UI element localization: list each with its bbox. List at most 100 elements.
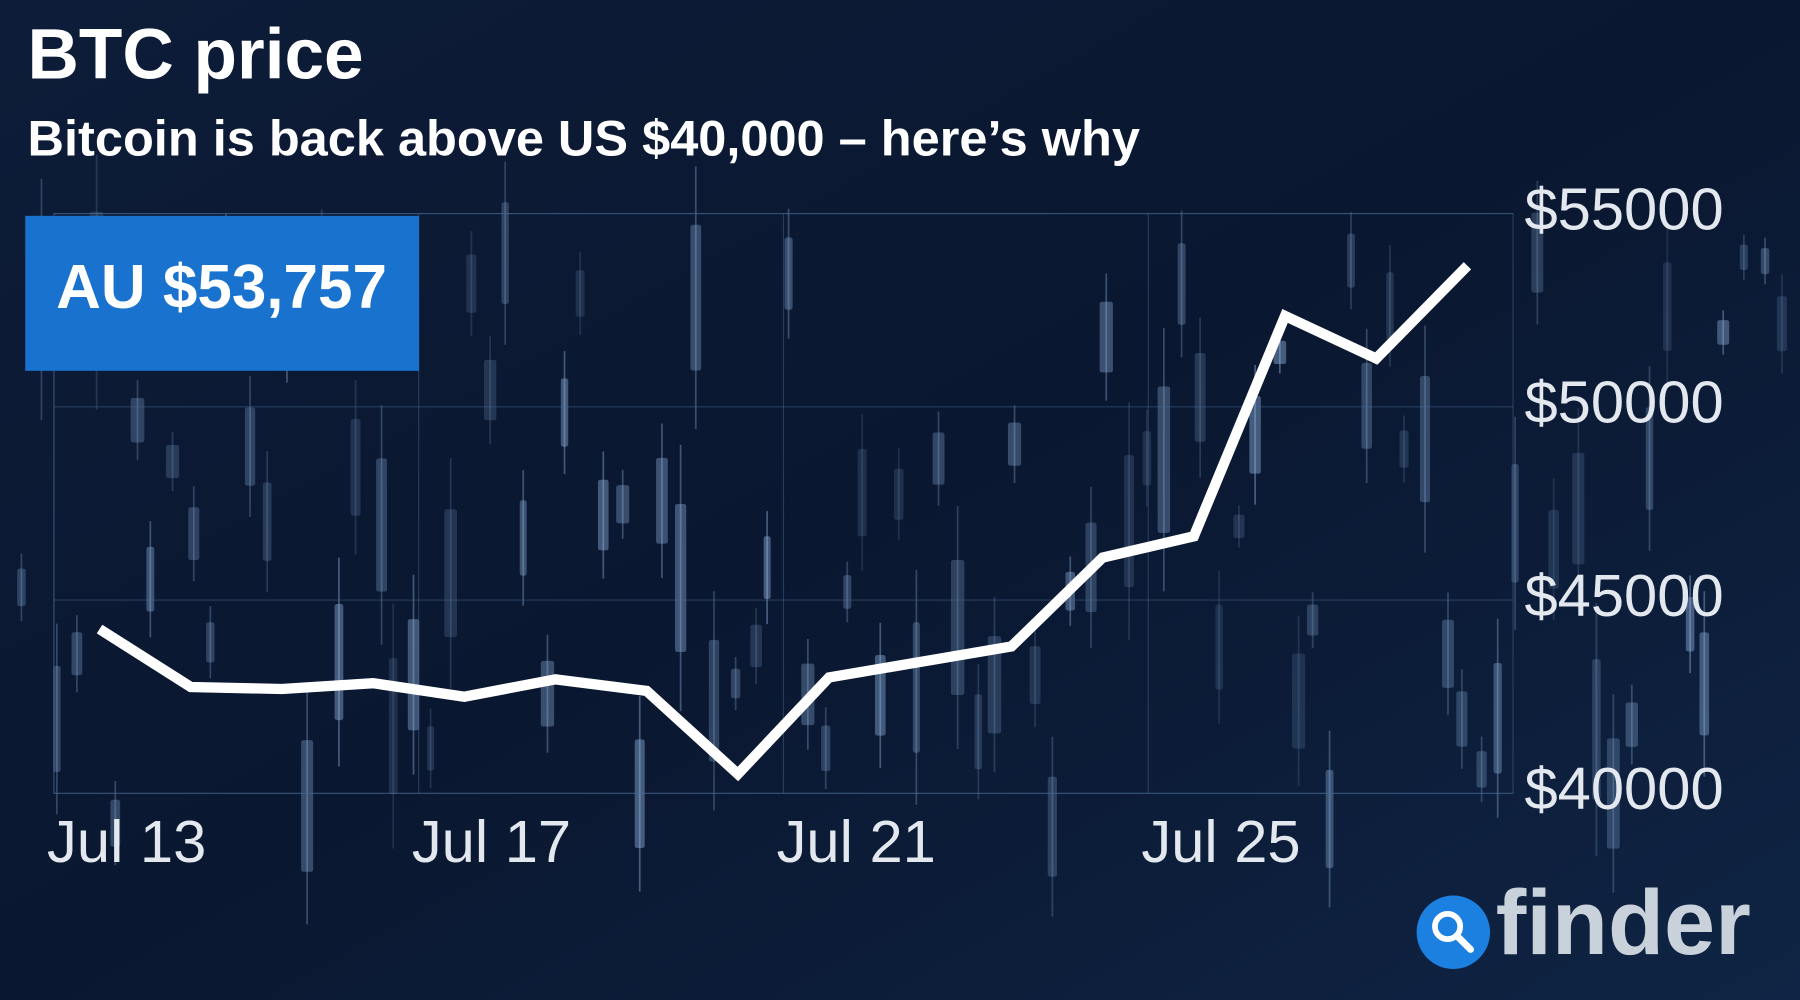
y-tick-label: $55000 (1524, 175, 1723, 242)
candle-body (1493, 663, 1502, 774)
candle-body (1548, 509, 1560, 589)
candle-body (1531, 212, 1544, 293)
candle-body (1157, 386, 1171, 533)
candle-body (1194, 353, 1206, 442)
candle-body (188, 507, 200, 560)
candle-body (912, 622, 920, 753)
candle-body (1663, 262, 1672, 351)
candle-body (388, 658, 398, 795)
candle-body (376, 458, 388, 592)
candle-body (950, 560, 965, 695)
candle-body (1099, 301, 1113, 373)
candle-body (750, 624, 762, 668)
candle-body (821, 725, 831, 771)
candle-body (1399, 430, 1409, 468)
candle-body (1249, 396, 1261, 474)
candle-body (730, 668, 741, 699)
candle-body (597, 479, 609, 551)
candle-body (1511, 464, 1519, 583)
candle-body (575, 270, 585, 317)
candle-body (974, 694, 983, 770)
candle-body (407, 619, 420, 731)
logo-icon (1416, 895, 1491, 970)
candle-body (444, 509, 457, 638)
candle-body (1177, 243, 1186, 325)
candle-body (1347, 233, 1355, 288)
candle-body (334, 604, 344, 721)
candle-body (893, 468, 904, 520)
candle-body (874, 655, 886, 736)
candle-body (1699, 632, 1710, 736)
candle-body (784, 237, 793, 310)
candle-body (1419, 376, 1431, 503)
decorative-candles (17, 155, 1788, 925)
brand-name: finder (1496, 872, 1751, 974)
candle-body (1717, 320, 1730, 345)
price-badge (25, 215, 420, 371)
plot-area: $40000 $45000 $50000 $55000 Jul 13 Jul 17 Jul … (47, 175, 1724, 875)
candle-body (708, 639, 720, 762)
candle-body (1645, 407, 1654, 510)
candle-body (301, 740, 314, 872)
candle-body (519, 500, 527, 576)
brand-logo: finder (1416, 872, 1751, 974)
candle-body (427, 726, 435, 771)
candle-body (690, 224, 702, 371)
candle-body (1476, 751, 1487, 788)
candle-body (560, 378, 569, 447)
candle-body (501, 202, 509, 305)
candle-body (1572, 452, 1585, 565)
candle-body (1142, 431, 1152, 486)
candle-body (206, 622, 215, 663)
candle-body (634, 739, 645, 849)
candle-body (1029, 646, 1041, 705)
price-label: AU $53,757 (56, 253, 387, 322)
candle-body (130, 398, 145, 443)
candle-body (466, 254, 477, 313)
plot-frame (53, 212, 1514, 794)
candle-body (1124, 455, 1135, 588)
candle-body (1760, 248, 1770, 274)
candle-body (616, 485, 630, 524)
candle-body (674, 504, 687, 652)
y-tick-label: $40000 (1524, 755, 1723, 822)
candle-body (1292, 653, 1306, 749)
candle-body (1215, 604, 1223, 690)
candle-body (71, 632, 83, 676)
candle-body (656, 457, 668, 544)
candle-body (1456, 691, 1468, 747)
chart-title: BTC price (28, 15, 364, 94)
candle-body (165, 445, 180, 479)
candle-body (1625, 702, 1638, 747)
price-line (96, 262, 1472, 782)
candle-body (262, 482, 272, 561)
candle-body (763, 536, 771, 599)
candle-body (1386, 272, 1394, 340)
candle-body (987, 636, 1002, 734)
candle-body (110, 799, 121, 847)
y-tick-label: $45000 (1524, 562, 1723, 629)
x-tick-label: Jul 21 (777, 808, 936, 875)
candle-body (1776, 296, 1788, 352)
logo-magnifier (1432, 911, 1464, 943)
y-tick-label: $50000 (1524, 369, 1723, 436)
x-tick-label: Jul 13 (47, 808, 206, 875)
candle-body (1007, 422, 1022, 466)
candle-body (857, 448, 867, 537)
candle-body (244, 407, 256, 486)
candle-body (843, 575, 852, 609)
candle-body (53, 666, 61, 772)
candle-body (1739, 244, 1748, 270)
candle-body (540, 660, 555, 727)
candle-body (1606, 738, 1620, 849)
candle-body (1307, 604, 1319, 636)
x-tick-label: Jul 25 (1141, 808, 1300, 875)
candle-body (1325, 769, 1334, 869)
candle-body (932, 432, 945, 485)
candle-body (350, 418, 361, 516)
candle-body (484, 359, 497, 421)
candle-body (1685, 597, 1695, 652)
